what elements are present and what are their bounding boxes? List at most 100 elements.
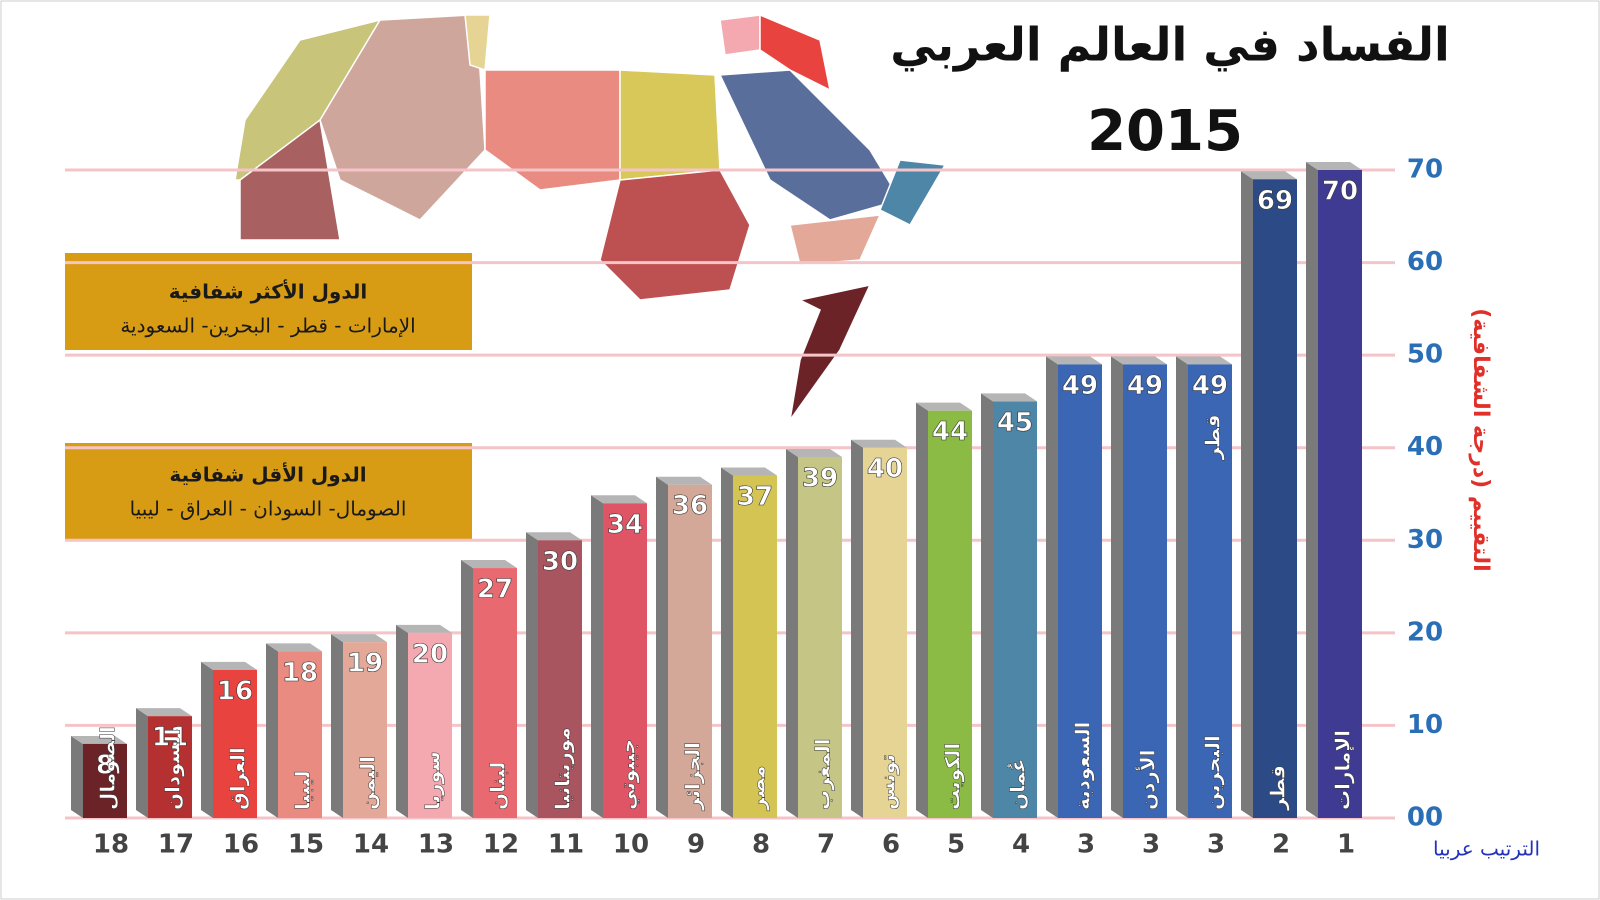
box-text: الإمارات - قطر - البحرين- السعودية bbox=[120, 314, 415, 338]
value-label: 30 bbox=[542, 547, 578, 577]
bar-side bbox=[136, 708, 148, 818]
bar-top bbox=[331, 634, 387, 643]
rank-label: 16 bbox=[223, 830, 259, 860]
bar-top bbox=[981, 393, 1037, 402]
bar-side bbox=[1111, 356, 1123, 818]
category-label: السعودية bbox=[1071, 722, 1095, 810]
bar bbox=[408, 632, 452, 818]
category-label: العراق bbox=[226, 747, 250, 810]
bar bbox=[798, 456, 842, 818]
rank-label: 9 bbox=[687, 830, 705, 860]
value-label: 27 bbox=[477, 575, 513, 605]
category-label: الصومال bbox=[96, 726, 120, 810]
bar-top bbox=[71, 735, 127, 744]
bar bbox=[928, 410, 972, 818]
value-label: 11 bbox=[152, 723, 188, 753]
map-libya bbox=[484, 69, 621, 191]
bar-side bbox=[71, 735, 83, 818]
value-label: 8 bbox=[96, 750, 114, 780]
category-label: جيبوتي bbox=[616, 739, 641, 810]
bar bbox=[1318, 170, 1362, 818]
rank-label: 7 bbox=[817, 830, 835, 860]
value-label: 69 bbox=[1257, 186, 1293, 216]
rank-label: 12 bbox=[483, 830, 519, 860]
bar-side bbox=[591, 495, 603, 818]
rank-label: 1 bbox=[1337, 830, 1355, 860]
rank-label: 8 bbox=[752, 830, 770, 860]
rank-label: 5 bbox=[947, 830, 965, 860]
category-label: سوريا bbox=[421, 751, 445, 810]
rank-label: 18 bbox=[93, 830, 129, 860]
rank-label: 3 bbox=[1142, 830, 1160, 860]
category-label: الأردن bbox=[1135, 749, 1160, 810]
rank-label: 3 bbox=[1207, 830, 1225, 860]
rank-label: 6 bbox=[882, 830, 900, 860]
map-yemen bbox=[789, 214, 882, 266]
bar bbox=[603, 503, 647, 818]
bar bbox=[83, 743, 127, 818]
bar bbox=[278, 651, 322, 818]
bar-side bbox=[331, 634, 343, 818]
bar-top bbox=[1176, 356, 1232, 365]
category-label: البحرين bbox=[1201, 735, 1225, 810]
bar-side bbox=[1046, 356, 1058, 818]
category-label: ليبيا bbox=[291, 770, 315, 810]
bar-side bbox=[656, 476, 668, 818]
bar-top bbox=[1046, 356, 1102, 365]
bar-top bbox=[721, 467, 777, 476]
x-axis-label: الترتيب عربيا bbox=[1433, 837, 1540, 861]
y-tick-label: 40 bbox=[1407, 432, 1443, 462]
value-label: 49 bbox=[1192, 371, 1228, 401]
category-label: الكويت bbox=[941, 743, 965, 810]
box-title: الدول الأكثر شفافية bbox=[169, 279, 368, 304]
box-text: الصومال- السودان - العراق - ليبيا bbox=[130, 497, 407, 521]
map bbox=[234, 13, 947, 421]
category-label: الإمارات bbox=[1331, 730, 1355, 810]
bar bbox=[1188, 364, 1232, 818]
bar bbox=[538, 540, 582, 818]
y-axis-label: التقييم (درجة الشفافية) bbox=[1468, 308, 1493, 571]
bar bbox=[1058, 364, 1102, 818]
bar-side bbox=[981, 393, 993, 818]
y-tick-label: 50 bbox=[1407, 340, 1443, 370]
bar-side bbox=[201, 661, 213, 818]
value-label: 36 bbox=[672, 491, 708, 521]
value-label: 45 bbox=[997, 408, 1033, 438]
rank-label: 11 bbox=[548, 830, 584, 860]
map-syria bbox=[719, 14, 761, 56]
value-label: 40 bbox=[867, 454, 903, 484]
bar-side bbox=[1306, 162, 1318, 818]
box-title: الدول الأقل شفافية bbox=[169, 462, 366, 487]
bar-top bbox=[526, 532, 582, 541]
chart-title: الفساد في العالم العربي bbox=[890, 18, 1450, 72]
value-label: 49 bbox=[1062, 371, 1098, 401]
bar-side bbox=[851, 439, 863, 818]
legend-box bbox=[65, 253, 472, 350]
bar bbox=[1253, 179, 1297, 818]
bar bbox=[148, 716, 192, 818]
bar-top bbox=[591, 495, 647, 504]
bar-side bbox=[396, 624, 408, 818]
value-label: 19 bbox=[347, 649, 383, 679]
rank-label: 3 bbox=[1077, 830, 1095, 860]
category-label: لبنان bbox=[486, 762, 510, 810]
bar-side bbox=[721, 467, 733, 818]
legend-box bbox=[65, 443, 472, 541]
value-label: 49 bbox=[1127, 371, 1163, 401]
rank-label: 2 bbox=[1272, 830, 1290, 860]
bar-side bbox=[1241, 171, 1253, 818]
bar-top bbox=[1241, 171, 1297, 180]
bar-side bbox=[461, 560, 473, 818]
value-label: 34 bbox=[607, 510, 643, 540]
bar-side bbox=[526, 532, 538, 818]
value-label: 70 bbox=[1322, 177, 1358, 207]
category-label: مصر bbox=[746, 765, 770, 811]
bar-top bbox=[851, 439, 907, 448]
map-oman bbox=[879, 159, 947, 226]
value-label: 44 bbox=[932, 417, 968, 447]
bar bbox=[733, 475, 777, 818]
bar-top bbox=[136, 708, 192, 717]
bar-top bbox=[461, 560, 517, 569]
bar bbox=[1123, 364, 1167, 818]
